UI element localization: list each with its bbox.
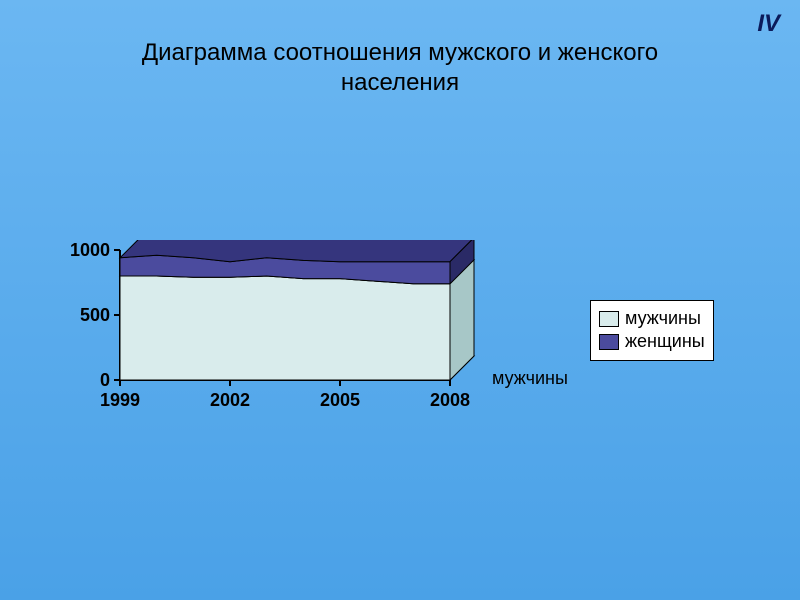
svg-text:2008: 2008 bbox=[430, 390, 470, 410]
legend-label: мужчины bbox=[625, 307, 701, 330]
legend-item: мужчины bbox=[599, 307, 705, 330]
population-chart: 0 500 1000 1999 2002 2005 2008 мужчины bbox=[50, 240, 570, 450]
slide-number: IV bbox=[757, 10, 780, 38]
legend-item: женщины bbox=[599, 330, 705, 353]
svg-text:1000: 1000 bbox=[70, 240, 110, 260]
title-line-1: Диаграмма соотношения мужского и женског… bbox=[142, 39, 658, 66]
slide-title: Диаграмма соотношения мужского и женског… bbox=[0, 38, 800, 98]
svg-text:мужчины: мужчины bbox=[492, 368, 568, 388]
chart-svg: 0 500 1000 1999 2002 2005 2008 мужчины bbox=[50, 240, 570, 450]
svg-text:2005: 2005 bbox=[320, 390, 360, 410]
svg-text:500: 500 bbox=[80, 305, 110, 325]
svg-text:2002: 2002 bbox=[210, 390, 250, 410]
legend-swatch bbox=[599, 334, 619, 350]
title-line-2: населения bbox=[341, 69, 459, 96]
svg-text:0: 0 bbox=[100, 370, 110, 390]
chart-legend: мужчиныженщины bbox=[590, 300, 714, 361]
svg-text:1999: 1999 bbox=[100, 390, 140, 410]
legend-label: женщины bbox=[625, 330, 705, 353]
legend-swatch bbox=[599, 311, 619, 327]
